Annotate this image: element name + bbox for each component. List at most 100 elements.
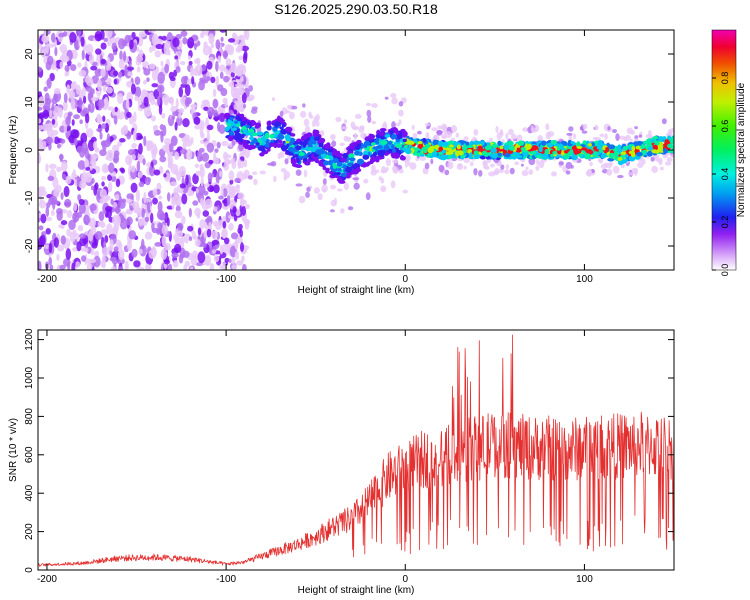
spectrogram-cell bbox=[622, 146, 628, 150]
spectrogram-cell bbox=[199, 163, 204, 171]
spectrogram-cell bbox=[582, 147, 587, 151]
spectrogram-cell bbox=[206, 228, 212, 238]
spectrogram-cell bbox=[90, 65, 98, 71]
spectrogram-cell bbox=[480, 140, 485, 146]
spectrogram-cell bbox=[157, 71, 165, 84]
spectrogram-cell bbox=[248, 85, 254, 92]
spectrogram-cell bbox=[641, 143, 646, 150]
spectrogram-cell bbox=[175, 98, 179, 110]
spectrogram-cell bbox=[125, 155, 133, 166]
spectrogram-cell bbox=[92, 141, 98, 150]
spectrogram-cell bbox=[218, 219, 224, 224]
spectrogram-cell bbox=[87, 104, 92, 112]
spectrogram-cell bbox=[380, 140, 388, 145]
spectrogram-cell bbox=[56, 166, 62, 173]
spectrogram-cell bbox=[43, 101, 51, 111]
spectrogram-cell bbox=[388, 140, 393, 146]
spectrogram-cell bbox=[269, 134, 275, 139]
spectrogram-cell bbox=[527, 143, 532, 150]
spectrogram-cell bbox=[335, 171, 341, 176]
spectrogram-cell bbox=[38, 106, 43, 111]
spectrogram-cell bbox=[630, 130, 636, 135]
spectrogram-cell bbox=[178, 112, 182, 119]
spectrogram-cell bbox=[200, 132, 205, 139]
spectrogram-cell bbox=[190, 255, 198, 267]
spectrogram-cell bbox=[617, 159, 624, 166]
spectrogram-xtick-label: 0 bbox=[402, 274, 408, 285]
spectrogram-cell bbox=[259, 170, 266, 175]
spectrogram-cell bbox=[659, 166, 664, 171]
spectrogram-cell bbox=[194, 124, 202, 130]
spectrogram-cell bbox=[85, 85, 93, 92]
spectrogram-cell bbox=[652, 135, 659, 140]
spectrogram-cell bbox=[397, 135, 403, 139]
spectrogram-cell bbox=[201, 30, 205, 37]
spectrogram-cell bbox=[572, 133, 577, 140]
spectrogram-cell bbox=[634, 126, 638, 130]
spectrogram-cell bbox=[279, 126, 284, 130]
spectrogram-cell bbox=[51, 97, 58, 105]
spectrogram-cell bbox=[62, 31, 68, 37]
spectrogram-cell bbox=[65, 175, 72, 185]
spectrogram-cell bbox=[133, 260, 141, 268]
spectrogram-cell bbox=[356, 139, 362, 144]
spectrogram-cell bbox=[457, 150, 464, 156]
spectrogram-cell bbox=[173, 243, 182, 253]
spectrogram-cell bbox=[201, 63, 206, 72]
spectrogram-cell bbox=[228, 258, 232, 264]
spectrogram-cell bbox=[347, 206, 354, 211]
spectrogram-cell bbox=[295, 169, 302, 176]
spectrogram-cell bbox=[426, 126, 430, 130]
spectrogram-cell bbox=[78, 97, 83, 109]
spectrogram-cell bbox=[208, 33, 215, 45]
spectrogram-cell bbox=[380, 185, 387, 193]
spectrogram-cell bbox=[81, 49, 85, 60]
spectrogram-cell bbox=[570, 165, 574, 169]
spectrogram-cell bbox=[315, 149, 322, 155]
spectrogram-cell bbox=[38, 96, 45, 107]
spectrogram-cell bbox=[467, 148, 473, 153]
spectrogram-cell bbox=[102, 115, 106, 122]
spectrogram-cell bbox=[219, 30, 227, 33]
spectrogram-cell bbox=[159, 212, 166, 221]
spectrogram-cell bbox=[75, 261, 81, 268]
colorbar-tick-label: 0.4 bbox=[720, 168, 730, 181]
spectrogram-cell bbox=[72, 229, 77, 238]
spectrogram-cell bbox=[70, 64, 77, 72]
spectrogram-cell bbox=[213, 116, 220, 121]
spectrogram-cell bbox=[535, 158, 540, 166]
spectrogram-cell bbox=[597, 139, 603, 146]
spectrogram-cell bbox=[545, 131, 552, 140]
spectrogram-cell bbox=[102, 140, 107, 152]
spectrogram-cell bbox=[239, 242, 245, 252]
spectrogram-cell bbox=[407, 140, 415, 145]
spectrogram-cell bbox=[230, 84, 235, 91]
spectrogram-cell bbox=[106, 133, 111, 145]
spectrogram-cell bbox=[563, 149, 569, 154]
spectrogram-cell bbox=[650, 156, 655, 162]
spectrogram-ytick-label: 10 bbox=[24, 96, 35, 108]
spectrogram-cell bbox=[252, 121, 257, 126]
spectrogram-cell bbox=[628, 150, 635, 155]
spectrogram-cell bbox=[281, 123, 286, 128]
spectrogram-cell bbox=[264, 142, 271, 148]
spectrogram-cell bbox=[144, 176, 151, 186]
spectrogram-cell bbox=[206, 132, 211, 142]
spectrogram-cell bbox=[60, 192, 64, 200]
spectrogram-cell bbox=[45, 206, 50, 218]
spectrogram-cell bbox=[172, 37, 180, 48]
spectrogram-cell bbox=[290, 158, 298, 164]
spectrogram-cell bbox=[136, 266, 145, 270]
spectrogram-cell bbox=[136, 66, 141, 73]
spectrogram-cell bbox=[171, 252, 179, 258]
spectrogram-cell bbox=[189, 191, 195, 196]
spectrogram-cell bbox=[175, 200, 180, 207]
spectrogram-cell bbox=[152, 143, 157, 155]
spectrogram-cell bbox=[72, 212, 80, 223]
spectrogram-cell bbox=[376, 145, 383, 150]
spectrogram-cell bbox=[422, 137, 427, 143]
spectrogram-cell bbox=[226, 64, 231, 70]
spectrogram-cell bbox=[413, 138, 417, 143]
spectrogram-cell bbox=[509, 167, 515, 175]
